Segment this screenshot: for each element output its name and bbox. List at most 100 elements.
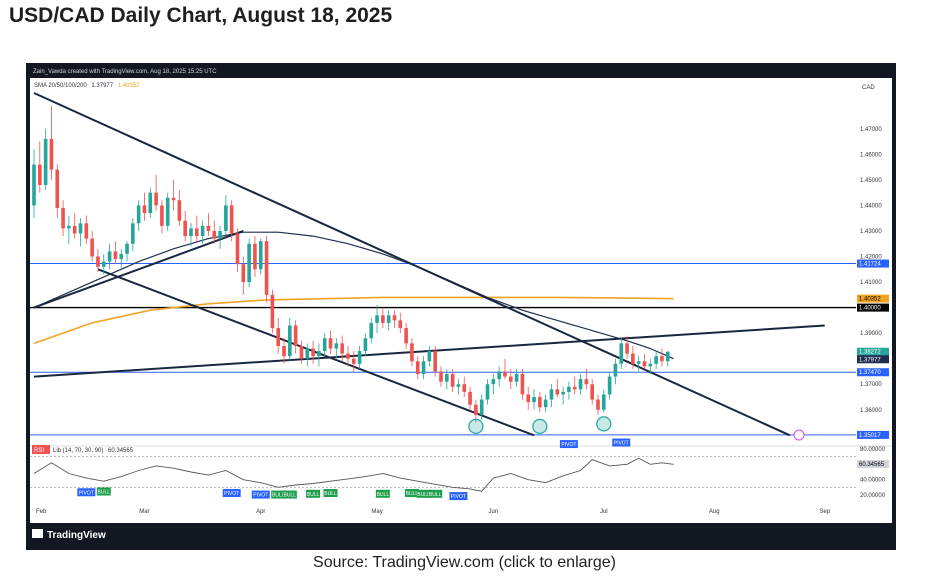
candle (625, 335, 629, 359)
candle (456, 379, 461, 395)
marker-label-box (222, 489, 241, 498)
candle-body (648, 363, 653, 367)
candle (660, 348, 664, 367)
candle-body (601, 394, 606, 410)
candle-body (445, 374, 449, 382)
marker-label-box (77, 488, 96, 497)
chart-frame: Zain_Vawda created with TradingView.com,… (26, 63, 896, 550)
trendline-channel-upper (33, 92, 791, 437)
level-price-badge (857, 368, 889, 377)
highlight-circle (596, 416, 612, 432)
candle (392, 310, 397, 329)
candle-body (72, 225, 77, 234)
price-axis-label: 1.42000 (860, 255, 882, 261)
candle (317, 343, 321, 367)
candle (532, 389, 536, 410)
price-badge-text: 1.38272 (859, 350, 881, 356)
sma-100-line (33, 231, 674, 360)
candle (148, 187, 153, 219)
candle (189, 223, 193, 247)
x-axis-label: Aug (709, 509, 720, 515)
candle (567, 381, 571, 400)
candle-body (160, 205, 164, 226)
marker-label-text: BULL (307, 492, 320, 498)
highlight-circle (532, 418, 548, 434)
candle (642, 353, 647, 369)
price-badge-text: 1.37977 (859, 357, 881, 363)
candle-body (427, 351, 432, 362)
candle (101, 253, 106, 275)
trendline-channel-lower (97, 268, 535, 437)
candle-body (49, 138, 54, 170)
candle (32, 149, 36, 219)
candle-body (439, 371, 443, 382)
marker-label-text: BULL (377, 492, 390, 498)
candle (491, 374, 496, 395)
candle (596, 394, 600, 415)
candle-body (96, 256, 100, 267)
candle-body (404, 328, 408, 344)
candle-body (363, 338, 368, 352)
x-axis-label: Feb (36, 509, 47, 515)
candle (578, 374, 583, 395)
candle-body (415, 361, 420, 375)
marker-label-box (404, 489, 419, 498)
candle (665, 351, 670, 367)
candle-body (479, 399, 484, 415)
price-badge-text: 1.40352 (859, 297, 881, 303)
candle (526, 386, 531, 410)
candle-body (520, 374, 525, 395)
candle-body (43, 138, 48, 185)
pivot-marker: PIVOT (559, 440, 578, 449)
candle-body (613, 363, 618, 377)
candle-body (636, 361, 641, 364)
candle-body (113, 251, 118, 260)
candle (421, 356, 426, 380)
bull-marker: BULL (416, 489, 431, 498)
candle-body (491, 379, 496, 385)
candle (404, 322, 408, 349)
candle-body (247, 243, 251, 283)
marker-label-box (612, 438, 631, 447)
price-axis-label: 1.46000 (860, 152, 882, 158)
candle-body (189, 228, 193, 237)
candle (55, 164, 60, 219)
candle-body (84, 223, 89, 239)
candle-body (619, 343, 624, 364)
candle (351, 351, 356, 372)
candle (357, 345, 362, 369)
candle (572, 376, 577, 395)
candle-body (322, 338, 327, 352)
candle (328, 330, 333, 354)
currency-label: CAD (862, 85, 875, 91)
marker-label-text: BULL (417, 492, 430, 498)
source-caption[interactable]: Source: TradingView.com (click to enlarg… (313, 554, 616, 571)
x-axis-label: May (371, 509, 382, 515)
pivot-marker: PIVOT (77, 488, 96, 497)
bull-marker: BULL (323, 489, 338, 498)
rsi-label-params: Lib (14, 70, 30, 90) 60.34565 (53, 448, 134, 454)
candle (218, 225, 222, 249)
candle-body (351, 358, 356, 364)
candle-body (346, 353, 350, 359)
candle (229, 200, 234, 242)
tradingview-logo-text: TradingView (47, 530, 106, 541)
candle (468, 386, 472, 410)
marker-label-text: BULL (324, 491, 337, 497)
candle-body (206, 225, 211, 231)
price-axis-label: 1.37000 (860, 382, 882, 388)
candle (543, 394, 548, 413)
candle (247, 238, 251, 288)
bull-marker: BULL (428, 489, 443, 498)
alert-icon (793, 429, 805, 441)
candle-body (526, 394, 531, 403)
candle (555, 379, 560, 398)
candle-body (543, 399, 548, 408)
candle (520, 368, 525, 400)
candle-body (468, 391, 472, 405)
candle-body (514, 374, 519, 382)
candle (590, 379, 594, 405)
candle-body (165, 197, 170, 226)
candle-body (561, 391, 565, 395)
candle (125, 241, 129, 262)
